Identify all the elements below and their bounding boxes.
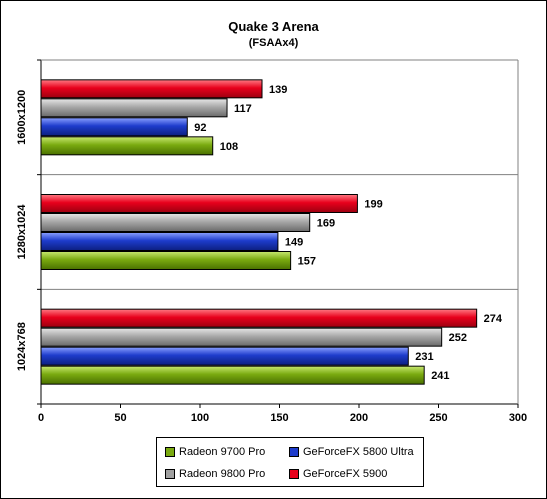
legend-item-radeon-9700-pro: Radeon 9700 Pro: [165, 446, 265, 458]
data-label: 252: [449, 332, 467, 344]
legend-item-geforcefx-5800-ultra: GeForceFX 5800 Ultra: [289, 446, 414, 458]
x-tick-label: 0: [38, 412, 44, 424]
bar-radeon-9800-pro-1024x768: [40, 327, 443, 347]
legend: Radeon 9700 Pro GeForceFX 5800 Ultra Rad…: [156, 437, 424, 487]
legend-swatch: [289, 469, 299, 479]
data-label: 274: [484, 313, 503, 325]
x-tick-label: 100: [191, 412, 209, 424]
bar-geforcefx-5900-1280x1024: [40, 194, 358, 213]
x-tick-label: 300: [509, 412, 527, 424]
data-label: 92: [194, 122, 206, 134]
x-tick-label: 200: [350, 412, 368, 424]
bar-geforcefx-5800-ultra-1024x768: [40, 346, 409, 366]
x-tick-label: 150: [270, 412, 288, 424]
data-label: 241: [431, 370, 449, 382]
legend-label: Radeon 9700 Pro: [179, 446, 266, 458]
data-label: 139: [269, 84, 287, 96]
category-label-1600x1200: 1600x1200: [16, 90, 28, 145]
data-label: 199: [364, 199, 382, 211]
bar-geforcefx-5900-1600x1200: [40, 79, 263, 99]
legend-label: GeForceFX 5900: [303, 468, 388, 480]
chart-subtitle: (FSAAx4): [248, 37, 299, 49]
bar-radeon-9700-pro-1024x768: [40, 365, 425, 385]
bar-radeon-9700-pro-1280x1024: [40, 251, 292, 270]
legend-swatch: [165, 469, 175, 479]
legend-item-radeon-9800-pro: Radeon 9800 Pro: [165, 468, 265, 480]
bar-radeon-9700-pro-1600x1200: [40, 136, 214, 156]
data-label: 157: [298, 256, 316, 268]
x-tick-label: 50: [114, 412, 126, 424]
bar-geforcefx-5900-1024x768: [40, 308, 478, 328]
data-label: 231: [415, 351, 433, 363]
legend-swatch: [165, 447, 175, 457]
chart-title: Quake 3 Arena: [228, 19, 319, 34]
legend-label: GeForceFX 5800 Ultra: [303, 446, 414, 458]
data-label: 108: [220, 141, 238, 153]
bar-geforcefx-5800-ultra-1280x1024: [40, 232, 279, 251]
data-label: 149: [285, 237, 303, 249]
data-label: 169: [317, 218, 335, 230]
legend-label: Radeon 9800 Pro: [179, 468, 266, 480]
category-label-1024x768: 1024x768: [16, 322, 28, 371]
bar-radeon-9800-pro-1600x1200: [40, 98, 228, 118]
legend-swatch: [289, 447, 299, 457]
data-label: 117: [234, 103, 252, 115]
category-label-1280x1024: 1280x1024: [16, 204, 28, 260]
bar-geforcefx-5800-ultra-1600x1200: [40, 117, 188, 137]
bar-radeon-9800-pro-1280x1024: [40, 213, 311, 232]
legend-item-geforcefx-5900: GeForceFX 5900: [289, 468, 387, 480]
x-tick-label: 250: [429, 412, 447, 424]
